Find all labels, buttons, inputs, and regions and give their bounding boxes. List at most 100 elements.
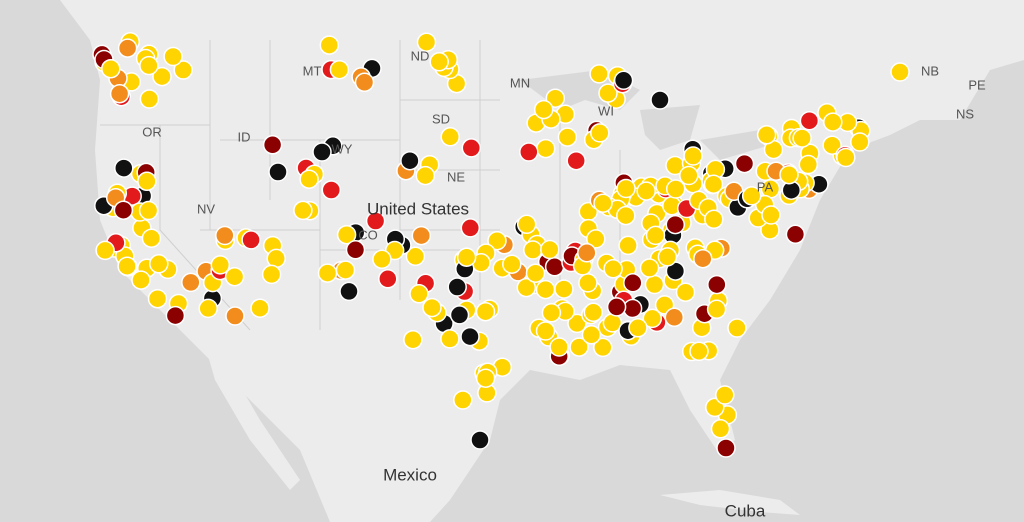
marker bbox=[523, 240, 543, 260]
marker bbox=[378, 269, 398, 289]
marker bbox=[645, 225, 666, 246]
state-label: NS bbox=[956, 106, 974, 121]
marker bbox=[727, 318, 747, 338]
baja bbox=[205, 345, 300, 490]
marker bbox=[578, 273, 598, 293]
marker bbox=[225, 306, 245, 326]
marker bbox=[890, 62, 910, 82]
marker bbox=[456, 247, 477, 267]
marker bbox=[756, 125, 777, 145]
marker bbox=[586, 229, 606, 249]
marker bbox=[319, 35, 340, 55]
marker bbox=[440, 329, 460, 349]
marker bbox=[224, 266, 245, 287]
marker bbox=[95, 240, 115, 261]
marker bbox=[372, 249, 392, 270]
marker bbox=[664, 307, 685, 328]
marker bbox=[321, 180, 342, 200]
marker bbox=[549, 337, 569, 357]
marker bbox=[525, 263, 546, 283]
marker bbox=[535, 321, 556, 341]
marker bbox=[566, 150, 586, 171]
marker bbox=[693, 248, 713, 269]
marker bbox=[836, 147, 856, 168]
state-label: SD bbox=[432, 111, 450, 126]
state-label: NB bbox=[921, 63, 939, 78]
state-label: WI bbox=[598, 103, 614, 118]
marker bbox=[109, 83, 130, 104]
marker bbox=[589, 64, 609, 84]
marker bbox=[141, 228, 162, 248]
marker bbox=[181, 272, 201, 293]
marker bbox=[440, 127, 460, 147]
marker bbox=[623, 273, 643, 293]
marker bbox=[138, 200, 159, 221]
marker bbox=[339, 281, 359, 302]
marker bbox=[487, 230, 507, 251]
marker bbox=[516, 214, 537, 235]
state-label: OR bbox=[142, 124, 162, 139]
country-label: Mexico bbox=[383, 465, 437, 484]
marker bbox=[644, 274, 665, 295]
state-label: MT bbox=[303, 63, 322, 78]
marker bbox=[336, 224, 357, 245]
marker bbox=[215, 225, 235, 246]
marker bbox=[606, 297, 627, 317]
marker bbox=[616, 205, 636, 226]
marker bbox=[581, 325, 602, 345]
marker bbox=[642, 308, 663, 329]
marker bbox=[447, 277, 467, 297]
marker bbox=[139, 89, 160, 109]
marker bbox=[734, 153, 755, 174]
marker bbox=[114, 158, 134, 178]
marker bbox=[545, 88, 566, 108]
marker bbox=[198, 298, 218, 319]
marker bbox=[799, 110, 820, 131]
marker bbox=[335, 260, 356, 280]
marker bbox=[416, 32, 437, 52]
marker bbox=[502, 254, 522, 274]
marker bbox=[137, 171, 157, 192]
marker bbox=[409, 284, 429, 304]
marker bbox=[557, 127, 578, 147]
marker bbox=[704, 209, 724, 230]
marker bbox=[590, 123, 610, 143]
marker bbox=[460, 326, 480, 347]
state-label: PA bbox=[757, 179, 774, 194]
marker bbox=[470, 430, 490, 450]
marker bbox=[365, 211, 386, 231]
state-label: CO bbox=[358, 227, 378, 242]
marker bbox=[405, 246, 426, 267]
marker bbox=[147, 288, 168, 309]
marker bbox=[535, 279, 556, 300]
marker bbox=[268, 162, 288, 182]
marker bbox=[516, 277, 537, 298]
marker bbox=[577, 243, 597, 263]
marker bbox=[453, 390, 473, 410]
marker bbox=[540, 239, 560, 260]
marker bbox=[163, 46, 183, 67]
marker bbox=[312, 142, 332, 162]
marker bbox=[261, 264, 282, 285]
marker bbox=[400, 150, 420, 171]
labels: OR NV ID MT WY ND SD NE CO PA MN WI NB PE NS United Sta… bbox=[142, 48, 986, 520]
marker bbox=[622, 298, 643, 319]
marker bbox=[639, 258, 660, 278]
marker bbox=[785, 224, 806, 245]
marker bbox=[689, 341, 709, 362]
marker bbox=[850, 132, 870, 152]
country-label: Cuba bbox=[725, 501, 766, 520]
marker bbox=[650, 90, 670, 110]
marker bbox=[628, 318, 648, 338]
marker bbox=[262, 135, 283, 155]
marker bbox=[519, 142, 539, 162]
marker bbox=[299, 169, 319, 189]
marker bbox=[716, 438, 736, 458]
marker bbox=[613, 70, 634, 91]
marker bbox=[449, 305, 470, 325]
marker bbox=[429, 52, 449, 72]
great-lakes bbox=[520, 70, 770, 160]
marker bbox=[403, 329, 423, 350]
marker bbox=[603, 259, 623, 279]
marker bbox=[475, 301, 496, 322]
